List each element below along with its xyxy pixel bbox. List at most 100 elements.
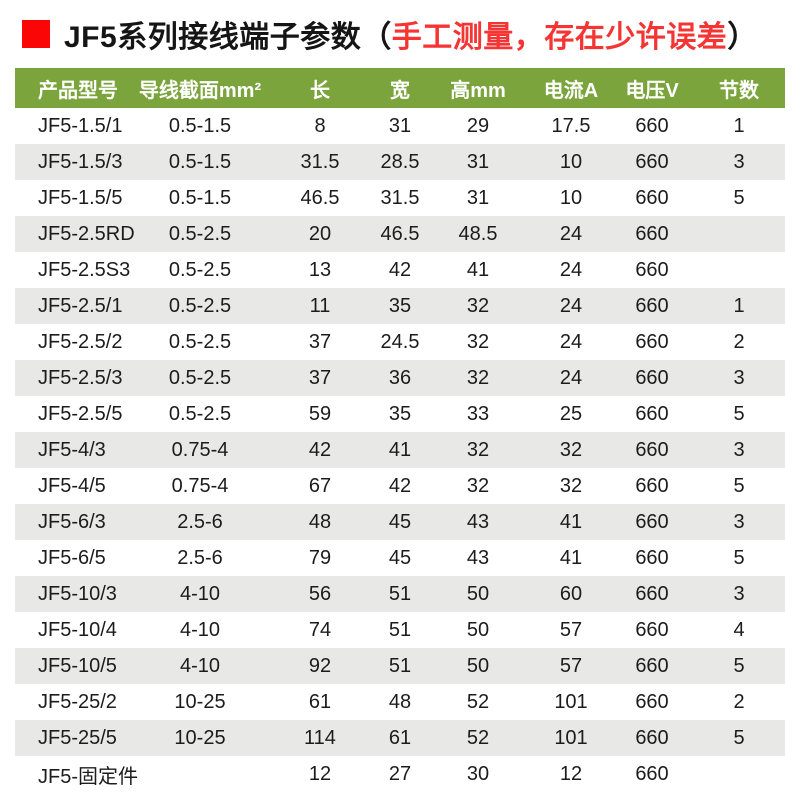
value-cell: 10 — [559, 186, 583, 209]
page-title-text: JF5系列接线端子参数（手工测量，存在少许误差） — [64, 12, 758, 56]
value-cell: 56 — [308, 582, 332, 605]
model-cell: JF5-2.5RD — [38, 222, 135, 245]
table-row: JF5-6/5 2.5-6 79 45 43 41 660 5 — [15, 540, 785, 576]
model-cell: JF5-25/5 — [38, 726, 117, 749]
title-main: JF5系列接线端子参数 — [64, 21, 362, 54]
value-cell: 660 — [635, 474, 669, 497]
table-row: JF5-1.5/1 0.5-1.5 8 31 29 17.5 660 1 — [15, 108, 785, 144]
column-header: 长 — [265, 68, 375, 108]
value-cell: 74 — [308, 618, 332, 641]
value-cell: 0.5-1.5 — [168, 114, 232, 137]
value-cell: 101 — [554, 726, 588, 749]
value-cell: 3 — [733, 150, 745, 173]
value-cell: 52 — [466, 726, 490, 749]
value-cell: 31.5 — [380, 186, 420, 209]
value-cell: 5 — [733, 474, 745, 497]
value-cell: 0.5-2.5 — [168, 222, 232, 245]
value-cell: 31 — [388, 114, 412, 137]
value-cell: 51 — [388, 654, 412, 677]
value-cell — [693, 216, 785, 252]
value-cell: 32 — [466, 438, 490, 461]
table-row: JF5-4/3 0.75-4 42 41 32 32 660 3 — [15, 432, 785, 468]
table-row: JF5-2.5RD 0.5-2.5 20 46.5 48.5 24 660 — [15, 216, 785, 252]
value-cell: 24.5 — [380, 330, 420, 353]
value-cell: 10-25 — [174, 726, 226, 749]
value-cell: 50 — [466, 582, 490, 605]
table-row: JF5-1.5/5 0.5-1.5 46.5 31.5 31 10 660 5 — [15, 180, 785, 216]
column-header: 节数 — [693, 68, 785, 108]
value-cell: 12 — [308, 762, 332, 785]
model-cell: JF5-10/4 — [38, 618, 117, 641]
value-cell: 0.5-2.5 — [168, 258, 232, 281]
model-cell: JF5-10/5 — [38, 654, 117, 677]
value-cell: 92 — [308, 654, 332, 677]
model-cell: JF5-6/5 — [38, 546, 106, 569]
value-cell: 24 — [559, 366, 583, 389]
value-cell: 31 — [466, 150, 490, 173]
value-cell: 41 — [559, 510, 583, 533]
value-cell: 3 — [733, 510, 745, 533]
value-cell: 46.5 — [380, 222, 420, 245]
value-cell: 660 — [635, 654, 669, 677]
value-cell: 36 — [388, 366, 412, 389]
value-cell: 660 — [635, 402, 669, 425]
value-cell: 2.5-6 — [177, 510, 223, 533]
value-cell: 8 — [314, 114, 326, 137]
value-cell: 48.5 — [458, 222, 498, 245]
value-cell: 4 — [733, 618, 745, 641]
column-header: 电流A — [531, 68, 611, 108]
table-row: JF5-1.5/3 0.5-1.5 31.5 28.5 31 10 660 3 — [15, 144, 785, 180]
value-cell: 57 — [559, 654, 583, 677]
value-cell: 24 — [559, 222, 583, 245]
value-cell: 2.5-6 — [177, 546, 223, 569]
value-cell: 4-10 — [179, 618, 221, 641]
value-cell: 30 — [466, 762, 490, 785]
table-row: JF5-10/4 4-10 74 51 50 57 660 4 — [15, 612, 785, 648]
value-cell: 37 — [308, 366, 332, 389]
value-cell: 3 — [733, 438, 745, 461]
value-cell: 67 — [308, 474, 332, 497]
value-cell: 41 — [466, 258, 490, 281]
value-cell: 3 — [733, 582, 745, 605]
table-header-row: 产品型号 导线截面mm² 长宽高mm 电流A 电压V 节数 — [15, 68, 785, 108]
value-cell: 0.5-1.5 — [168, 150, 232, 173]
value-cell: 32 — [466, 294, 490, 317]
value-cell: 660 — [635, 762, 669, 785]
page-title: JF5系列接线端子参数（手工测量，存在少许误差） — [0, 0, 800, 54]
value-cell: 1 — [733, 114, 745, 137]
value-cell: 57 — [559, 618, 583, 641]
value-cell: 50 — [466, 618, 490, 641]
table-row: JF5-2.5S3 0.5-2.5 13 42 41 24 660 — [15, 252, 785, 288]
value-cell: 0.75-4 — [171, 474, 229, 497]
value-cell: 101 — [554, 690, 588, 713]
value-cell: 35 — [388, 402, 412, 425]
value-cell: 660 — [635, 546, 669, 569]
value-cell: 5 — [733, 546, 745, 569]
model-cell: JF5-2.5S3 — [38, 258, 131, 281]
value-cell: 37 — [308, 330, 332, 353]
value-cell: 24 — [559, 294, 583, 317]
value-cell: 660 — [635, 582, 669, 605]
model-cell: JF5-1.5/5 — [38, 186, 123, 209]
table-row: JF5-2.5/2 0.5-2.5 37 24.5 32 24 660 2 — [15, 324, 785, 360]
value-cell: 25 — [559, 402, 583, 425]
value-cell: 29 — [466, 114, 490, 137]
value-cell: 50 — [466, 654, 490, 677]
value-cell: 5 — [733, 726, 745, 749]
value-cell: 10-25 — [174, 690, 226, 713]
value-cell: 4-10 — [179, 582, 221, 605]
table-row: JF5-6/3 2.5-6 48 45 43 41 660 3 — [15, 504, 785, 540]
value-cell: 51 — [388, 618, 412, 641]
value-cell: 32 — [559, 438, 583, 461]
value-cell: 28.5 — [380, 150, 420, 173]
value-cell: 20 — [308, 222, 332, 245]
column-header: 产品型号 — [15, 68, 135, 108]
column-header: 高mm — [425, 68, 531, 108]
value-cell: 660 — [635, 294, 669, 317]
value-cell: 43 — [466, 546, 490, 569]
model-cell: JF5-2.5/5 — [38, 402, 123, 425]
value-cell: 114 — [304, 726, 336, 749]
value-cell: 660 — [635, 258, 669, 281]
value-cell: 59 — [308, 402, 332, 425]
value-cell: 35 — [388, 294, 412, 317]
